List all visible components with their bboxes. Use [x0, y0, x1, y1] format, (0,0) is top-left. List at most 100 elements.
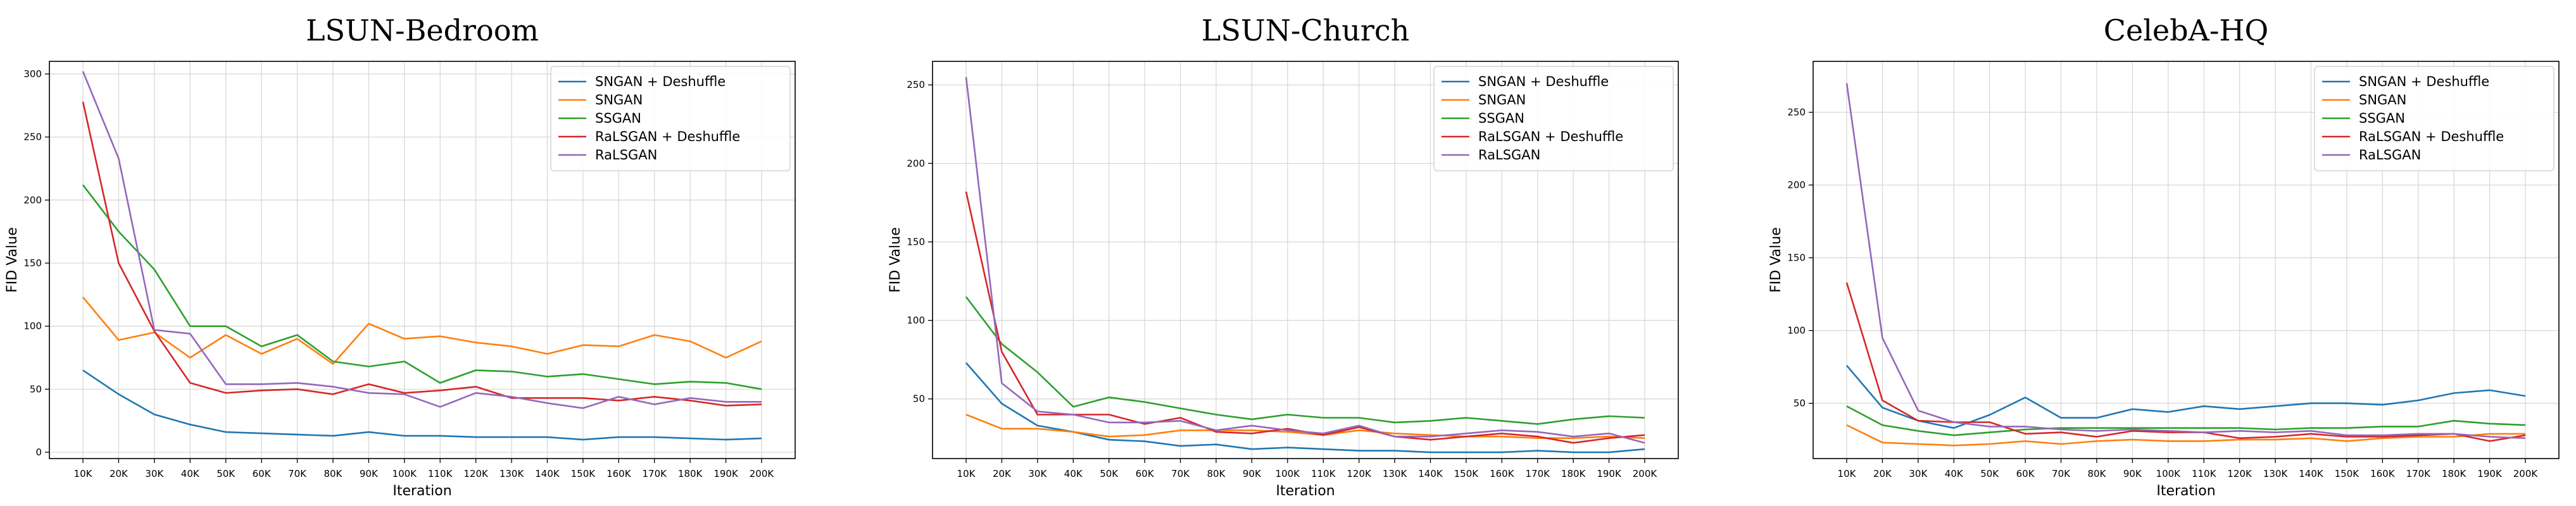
x-tick-label: 20K: [1873, 468, 1892, 479]
legend-label: SNGAN + Deshuffle: [2359, 74, 2489, 89]
series-line-ssgan: [965, 296, 1645, 425]
x-tick-label: 200K: [1633, 468, 1658, 479]
series-line-sngan: [1846, 424, 2525, 447]
legend-label: SNGAN + Deshuffle: [1478, 74, 1609, 89]
series-line-ssgan: [82, 184, 762, 390]
x-tick-label: 80K: [2087, 468, 2106, 479]
series-line-sngan: [82, 296, 762, 365]
chart-panel-celeba-hq: CelebA-HQ 10K 20K 30K 40K 50K 60K 70K 80K 90K 100K…: [1768, 13, 2560, 499]
x-tick-label: 180K: [2442, 468, 2467, 479]
x-tick-label: 160K: [1490, 468, 1515, 479]
x-tick-label: 20K: [110, 468, 129, 479]
x-tick-label: 70K: [2052, 468, 2071, 479]
x-tick-label: 170K: [1525, 468, 1550, 479]
y-tick-label: 200: [1787, 180, 1806, 191]
y-axis-label: FID Value: [4, 227, 20, 293]
series-line-sngan-deshuffle: [82, 369, 762, 441]
x-tick-label: 140K: [535, 468, 560, 479]
legend-label: SSGAN: [1478, 111, 1524, 126]
legend: SNGAN + Deshuffle SNGAN SSGAN RaLSGAN + Des…: [1433, 66, 1674, 171]
legend-box: [1433, 66, 1674, 171]
x-tick-label: 110K: [2192, 468, 2217, 479]
x-tick-label: 90K: [2123, 468, 2142, 479]
x-tick-label: 80K: [324, 468, 342, 479]
legend-label: RaLSGAN: [2359, 147, 2421, 163]
legend-label: SNGAN: [2359, 92, 2406, 108]
x-tick-label: 130K: [1383, 468, 1408, 479]
legend-label: SNGAN + Deshuffle: [595, 74, 726, 89]
x-tick-label: 100K: [2156, 468, 2182, 479]
x-tick-label: 170K: [642, 468, 667, 479]
legend-label: SNGAN: [1478, 92, 1526, 108]
x-axis-label: Iteration: [393, 483, 451, 499]
x-tick-label: 10K: [957, 468, 976, 479]
series-line-ralsgan: [1845, 83, 2526, 440]
x-tick-label: 60K: [2016, 468, 2035, 479]
y-tick-label: 50: [30, 383, 42, 395]
legend-label: SSGAN: [2359, 111, 2405, 126]
legend-label: RaLSGAN: [595, 147, 657, 163]
x-tick-label: 60K: [1136, 468, 1155, 479]
y-axis-label: FID Value: [888, 227, 903, 293]
legend-label: RaLSGAN + Deshuffle: [1478, 129, 1623, 144]
x-tick-label: 110K: [428, 468, 453, 479]
y-tick-label: 200: [907, 157, 925, 169]
x-tick-label: 170K: [2406, 468, 2431, 479]
x-tick-label: 40K: [1064, 468, 1083, 479]
x-axis-label: Iteration: [1276, 483, 1335, 499]
y-tick-label: 0: [35, 447, 42, 458]
series-line-ralsgan-deshuffle: [1845, 282, 2526, 442]
y-tick-label: 300: [23, 68, 42, 80]
x-tick-label: 180K: [1561, 468, 1586, 479]
x-tick-label: 50K: [217, 468, 236, 479]
x-tick-label: 140K: [1418, 468, 1443, 479]
chart-panel-lsun-church: LSUN-Church 10K 20K 30K 40K 50K 60K 70K 80K 90K 10…: [888, 13, 1679, 499]
x-tick-label: 150K: [2335, 468, 2360, 479]
y-tick-label: 100: [23, 321, 42, 332]
y-tick-label: 150: [1787, 252, 1806, 264]
plot-frame: [1813, 61, 2560, 459]
x-tick-label: 160K: [606, 468, 632, 479]
y-tick-label: 100: [907, 315, 925, 326]
x-tick-label: 30K: [1028, 468, 1047, 479]
series-line-ralsgan-deshuffle: [82, 101, 762, 407]
legend-label: RaLSGAN: [1478, 147, 1540, 163]
plot-frame: [932, 61, 1679, 459]
x-tick-label: 30K: [1909, 468, 1928, 479]
y-tick-label: 250: [1787, 107, 1806, 118]
y-axis-label: FID Value: [1768, 227, 1784, 293]
x-tick-label: 120K: [463, 468, 489, 479]
x-tick-label: 160K: [2370, 468, 2396, 479]
legend-label: SNGAN: [595, 92, 643, 108]
x-tick-label: 140K: [2299, 468, 2324, 479]
legend-label: RaLSGAN + Deshuffle: [595, 129, 740, 144]
y-tick-label: 150: [907, 236, 925, 247]
y-tick-label: 50: [1794, 398, 1806, 409]
x-tick-label: 40K: [1945, 468, 1964, 479]
x-tick-label: 70K: [288, 468, 307, 479]
x-tick-label: 150K: [571, 468, 596, 479]
x-tick-label: 150K: [1454, 468, 1480, 479]
x-tick-label: 130K: [499, 468, 525, 479]
x-tick-label: 60K: [253, 468, 272, 479]
y-tick-label: 250: [907, 79, 925, 90]
x-tick-label: 110K: [1311, 468, 1336, 479]
series-line-sngan-deshuffle: [1846, 364, 2526, 429]
x-tick-label: 100K: [393, 468, 418, 479]
chart-title: CelebA-HQ: [2104, 13, 2268, 47]
x-tick-label: 200K: [2513, 468, 2539, 479]
chart-title: LSUN-Church: [1202, 13, 1409, 47]
series-line-ralsgan: [965, 77, 1645, 444]
series-line-ssgan: [1846, 405, 2526, 436]
x-tick-label: 50K: [1100, 468, 1119, 479]
x-tick-label: 120K: [2227, 468, 2252, 479]
x-tick-label: 180K: [678, 468, 703, 479]
series-line-sngan: [965, 414, 1645, 440]
x-tick-label: 190K: [2477, 468, 2503, 479]
y-tick-label: 250: [23, 132, 42, 143]
legend: SNGAN + Deshuffle SNGAN SSGAN RaLSGAN + Des…: [2314, 66, 2554, 171]
y-tick-label: 150: [23, 257, 42, 269]
x-tick-label: 10K: [1838, 468, 1857, 479]
x-tick-label: 90K: [1243, 468, 1262, 479]
